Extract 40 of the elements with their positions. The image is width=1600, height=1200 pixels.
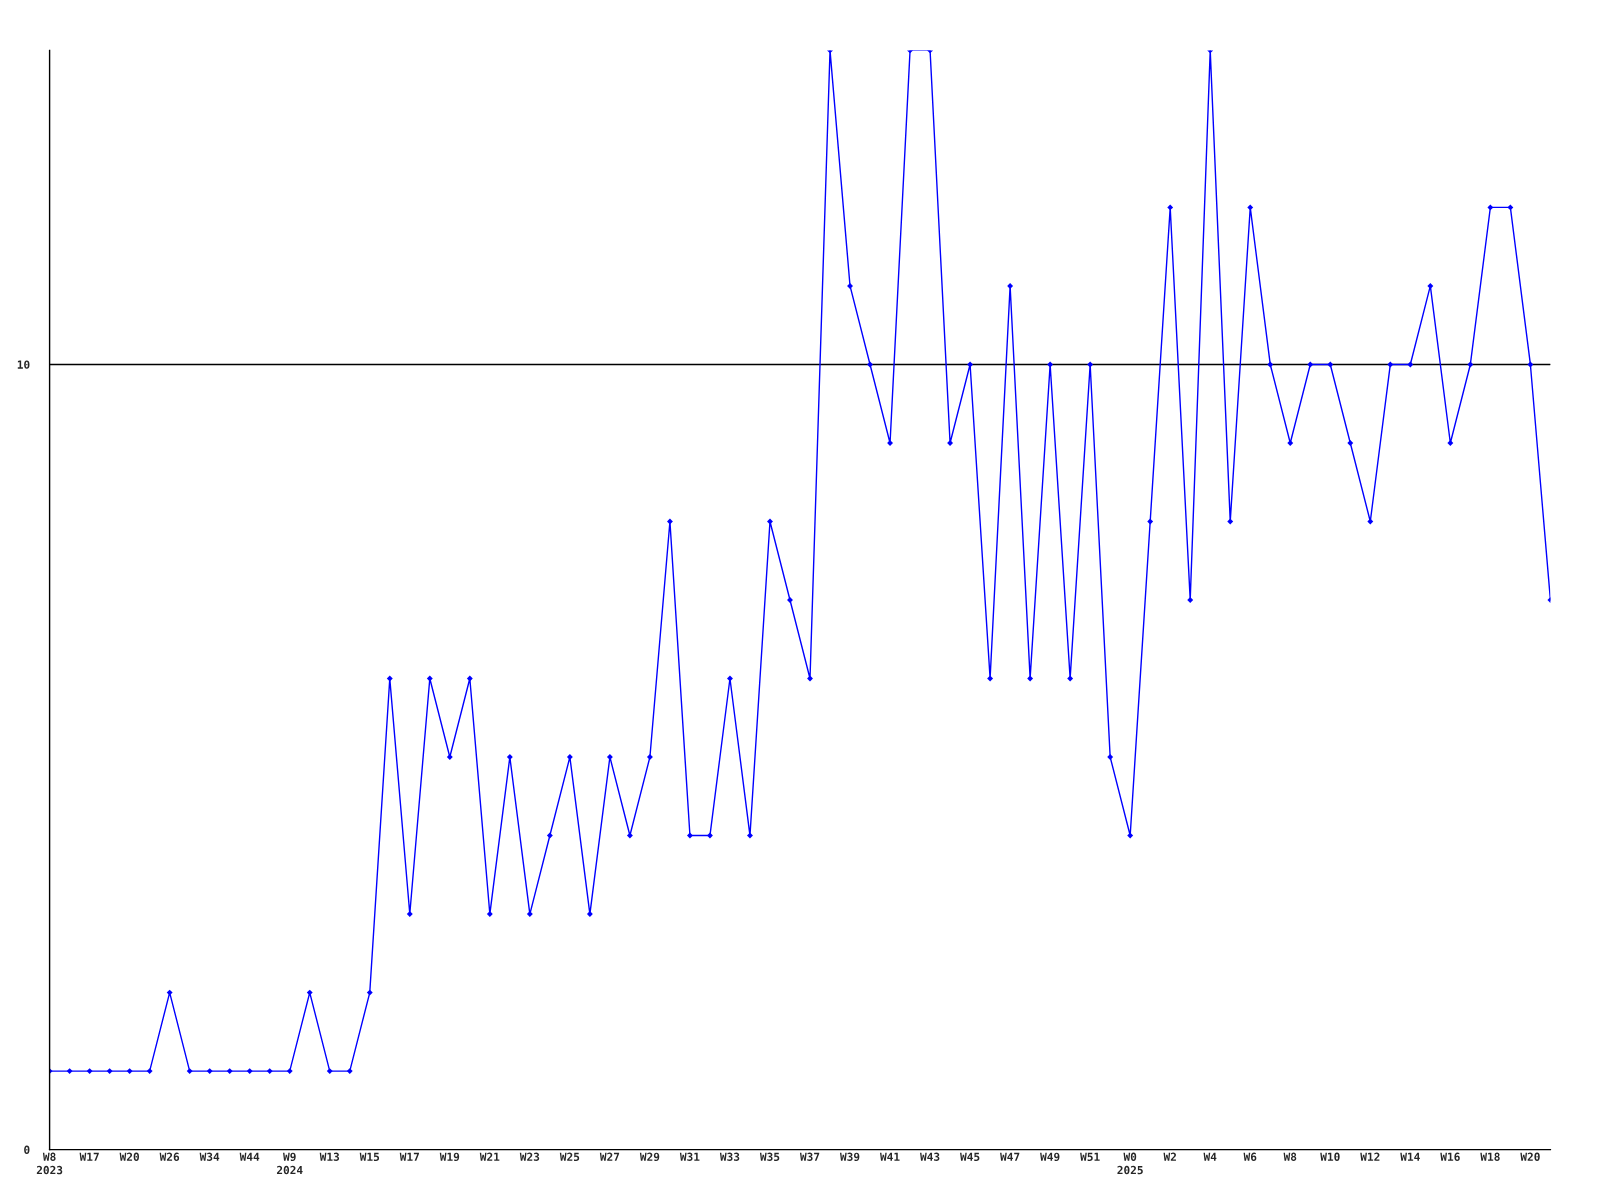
- x-tick-label: W29: [639, 1152, 660, 1162]
- y-tick-label: 10: [17, 360, 30, 369]
- x-tick-label: W21: [479, 1152, 500, 1161]
- x-tick-label: W15: [359, 1152, 380, 1161]
- x-tick-label: W0 2025: [1117, 1152, 1143, 1175]
- x-tick-label: W35: [759, 1152, 780, 1161]
- x-tick-label: W25: [559, 1152, 580, 1161]
- x-tick-label: W18: [1480, 1152, 1500, 1161]
- x-tick-label: W49: [1040, 1152, 1060, 1162]
- x-tick-label: W43: [920, 1152, 940, 1161]
- x-tick-label: W27: [599, 1152, 620, 1161]
- x-tick-label: W47: [1000, 1152, 1020, 1161]
- x-tick-label: W51: [1080, 1152, 1100, 1161]
- x-tick-label: W8 2023: [36, 1152, 63, 1175]
- x-tick-label: W4: [1203, 1152, 1217, 1161]
- x-tick-label: W34: [199, 1152, 220, 1161]
- x-tick-label: W17: [399, 1152, 419, 1161]
- x-tick-label: W14: [1400, 1152, 1420, 1161]
- x-tick-label: W41: [880, 1152, 900, 1161]
- x-tick-label: W2: [1163, 1152, 1176, 1161]
- x-tick-label: W45: [960, 1152, 980, 1161]
- x-tick-label: W39: [839, 1152, 860, 1162]
- x-tick-label: W17: [79, 1152, 99, 1161]
- x-tick-label: W10: [1320, 1152, 1340, 1161]
- x-tick-label: W31: [679, 1152, 700, 1161]
- x-tick-label: W20: [119, 1152, 140, 1161]
- y-tick-label: 0: [24, 1145, 30, 1154]
- x-tick-label: W6: [1243, 1152, 1257, 1161]
- x-tick-label: W9 2024: [276, 1152, 303, 1175]
- x-tick-label: W44: [239, 1152, 260, 1161]
- x-tick-label: W26: [159, 1152, 180, 1161]
- x-tick-label: W23: [519, 1152, 540, 1161]
- x-tick-label: W12: [1360, 1152, 1380, 1161]
- x-tick-label: W13: [319, 1152, 340, 1161]
- x-tick-label: W16: [1440, 1152, 1460, 1161]
- x-tick-label: W19: [439, 1152, 460, 1162]
- x-tick-label: W20: [1520, 1152, 1540, 1161]
- x-tick-label: W37: [799, 1152, 820, 1161]
- x-tick-label: W8: [1283, 1152, 1297, 1161]
- x-tick-label: W33: [719, 1152, 740, 1161]
